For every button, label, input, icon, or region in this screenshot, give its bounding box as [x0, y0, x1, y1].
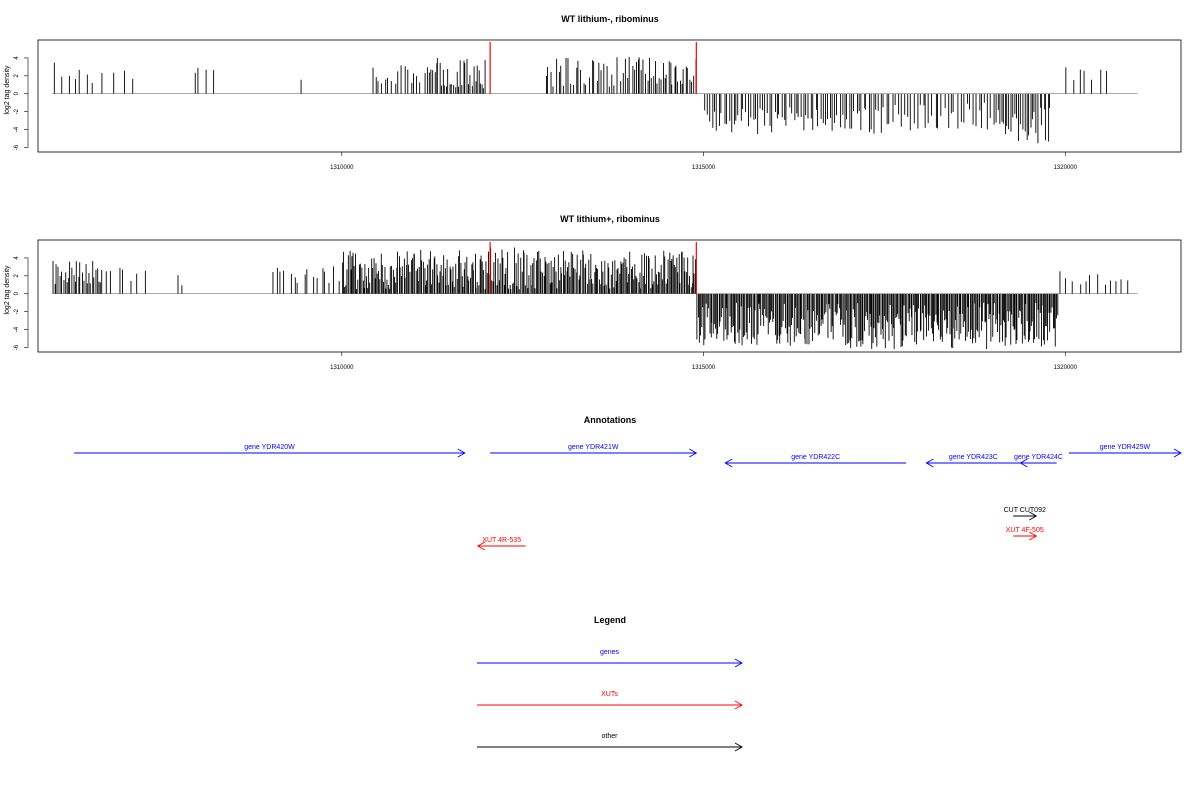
arrow-head-icon	[1029, 511, 1038, 521]
y-tick-label: -4	[14, 326, 20, 332]
density-bars	[52, 247, 1129, 350]
arrow-head-icon	[457, 448, 466, 458]
arrow-head-icon	[734, 658, 743, 668]
feature-gene: gene YDR425W	[1068, 444, 1182, 458]
feature-xut: XUT 4R-535	[476, 537, 526, 551]
feature-other: CUT CUT092	[1004, 507, 1046, 521]
y-tick-label: 4	[14, 256, 20, 260]
x-axis: 1310000 1315000 1320000	[330, 152, 1078, 171]
y-tick-label: 0	[14, 291, 20, 295]
y-axis: 4 2 0 -2 -4 -6	[14, 56, 29, 150]
x-tick-label: 1320000	[1054, 165, 1078, 171]
y-tick-label: 2	[14, 274, 20, 278]
x-tick-label: 1320000	[1054, 365, 1078, 371]
legend-item-label: other	[602, 733, 619, 740]
y-tick-label: -2	[14, 308, 20, 314]
arrow-head-icon	[476, 541, 486, 551]
density-bars	[53, 56, 1107, 144]
legend-item-other: other	[477, 733, 743, 752]
legend-item-label: XUTs	[601, 691, 618, 698]
x-axis: 1310000 1315000 1320000	[330, 352, 1078, 371]
plot-frame	[37, 39, 1182, 153]
y-axis-label: log2 tag density	[4, 65, 11, 115]
feature-label: gene YDR424C	[1014, 454, 1063, 461]
arrow-head-icon	[1029, 531, 1038, 541]
feature-label: gene YDR423C	[949, 454, 998, 461]
y-tick-label: 0	[14, 91, 20, 95]
x-tick-label: 1315000	[692, 165, 716, 171]
legend-item-label: genes	[600, 649, 620, 656]
x-tick-label: 1315000	[692, 365, 716, 371]
feature-label: gene YDR420W	[244, 444, 295, 451]
arrow-head-icon	[724, 458, 733, 468]
arrow-head-icon	[689, 448, 698, 458]
y-axis-label: log2 tag density	[4, 265, 11, 315]
feature-gene: gene YDR424C	[1014, 454, 1063, 468]
y-tick-label: -2	[14, 108, 20, 114]
track-panel-lithium-minus: WT lithium-, ribominus log2 tag density …	[4, 14, 1182, 171]
y-tick-label: 4	[14, 56, 20, 60]
annotations-track: Annotations gene YDR420W gene YDR421Wgene…	[74, 415, 1182, 551]
annotations-title: Annotations	[584, 415, 637, 425]
arrow-head-icon	[734, 742, 743, 752]
panel-title: WT lithium-, ribominus	[561, 14, 659, 24]
feature-label: gene YDR422C	[791, 454, 840, 461]
legend: Legend genes XUTs other	[477, 615, 743, 752]
feature-gene: gene YDR422C	[724, 454, 907, 468]
panel-title: WT lithium+, ribominus	[560, 214, 660, 224]
feature-label: XUT 4R-535	[482, 537, 521, 544]
arrow-head-icon	[1019, 458, 1028, 468]
feature-gene: gene YDR420W	[74, 444, 466, 458]
feature-label: gene YDR421W	[568, 444, 619, 451]
feature-label: XUT 4F-505	[1006, 527, 1044, 534]
y-tick-label: -4	[14, 126, 20, 132]
y-axis: 4 2 0 -2 -4 -6	[14, 256, 29, 350]
feature-arrows: gene YDR420W gene YDR421W gene YDR422C gene…	[74, 444, 1182, 551]
legend-item-genes: genes	[477, 649, 743, 668]
feature-gene: gene YDR421W	[490, 444, 698, 458]
legend-title: Legend	[594, 615, 626, 625]
plot-frame	[37, 239, 1182, 353]
feature-label: gene YDR425W	[1100, 444, 1151, 451]
track-panel-lithium-plus: WT lithium+, ribominus log2 tag density …	[4, 214, 1182, 371]
arrow-head-icon	[734, 700, 743, 710]
legend-item-xuts: XUTs	[477, 691, 743, 710]
y-tick-label: 2	[14, 74, 20, 78]
x-tick-label: 1310000	[330, 165, 354, 171]
legend-items: genes XUTs other	[477, 649, 743, 752]
x-tick-label: 1310000	[330, 365, 354, 371]
arrow-head-icon	[1173, 448, 1182, 458]
y-tick-label: -6	[14, 144, 20, 150]
feature-xut: XUT 4F-505	[1006, 527, 1044, 541]
feature-label: CUT CUT092	[1004, 507, 1046, 514]
arrow-head-icon	[925, 458, 934, 468]
y-tick-label: -6	[14, 344, 20, 350]
feature-gene: gene YDR423C	[925, 454, 1021, 468]
